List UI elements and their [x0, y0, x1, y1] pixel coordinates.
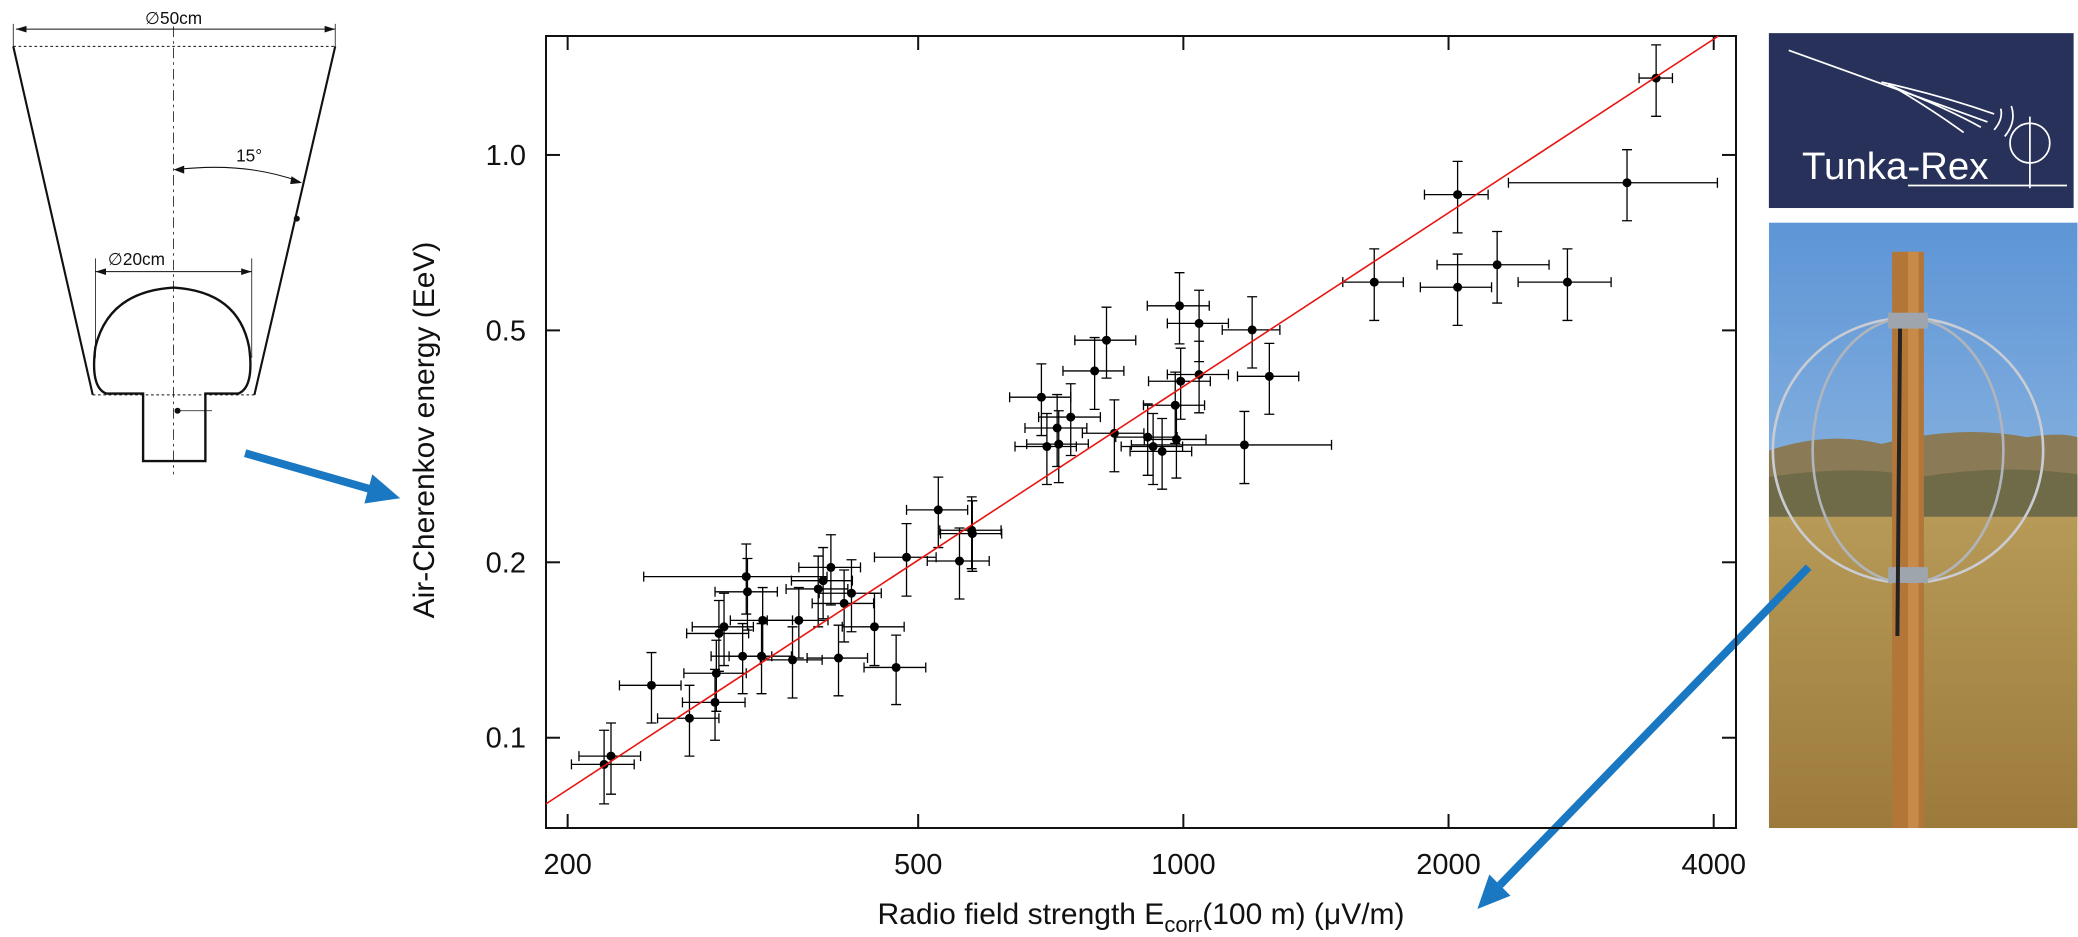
data-point: [684, 713, 694, 723]
data-point: [1066, 412, 1076, 422]
data-point: [1194, 318, 1204, 328]
data-point: [1042, 442, 1052, 452]
x-tick-label: 200: [543, 849, 591, 881]
data-point: [1247, 325, 1257, 335]
y-tick-label: 0.2: [486, 547, 526, 579]
x-axis-label-sub: corr: [1164, 912, 1202, 937]
data-point: [1171, 434, 1181, 444]
x-tick-label: 2000: [1416, 849, 1481, 881]
data-point: [1453, 282, 1463, 292]
x-axis-label: Radio field strength Ecorr(100 m) (μV/m): [877, 898, 1404, 937]
data-point: [1453, 190, 1463, 200]
diagram-label: ∅50cm: [145, 8, 202, 28]
data-point: [1102, 335, 1112, 345]
data-point: [891, 662, 901, 672]
data-point: [1090, 366, 1100, 376]
y-axis-label: Air-Cherenkov energy (EeV): [408, 242, 441, 619]
decorations: ∅50cm 15° ∅20cm Tunka-Rex: [12, 8, 2078, 909]
plot-frame: [545, 35, 1737, 829]
data-point: [741, 572, 751, 582]
y-tick-label: 0.5: [486, 315, 526, 347]
x-error-bar: [1130, 439, 1333, 450]
data-point: [1176, 376, 1186, 386]
data-point: [794, 615, 804, 625]
data-point: [758, 615, 768, 625]
y-tick-label: 0.1: [486, 723, 526, 755]
data-point: [1170, 400, 1180, 410]
data-point: [742, 587, 752, 597]
data-point: [1492, 260, 1502, 270]
y-tick-label: 1.0: [486, 140, 526, 172]
data-point: [839, 598, 849, 608]
fit-line: [545, 35, 1719, 805]
logo-text: Tunka-Rex: [1802, 145, 1988, 188]
diagram-label: ∅20cm: [108, 249, 165, 269]
x-tick-label: 4000: [1681, 849, 1746, 881]
data-point: [714, 628, 724, 638]
diagram-label: 15°: [236, 146, 262, 166]
arrow: [1477, 564, 1812, 909]
data-point: [954, 556, 964, 566]
x-tick-label: 500: [894, 849, 942, 881]
arrow: [244, 449, 401, 504]
data-point: [719, 622, 729, 632]
data-point: [1239, 440, 1249, 450]
data-point: [902, 552, 912, 562]
data-point: [1369, 277, 1379, 287]
data-point: [826, 562, 836, 572]
plot: 200 500 1000 2000 4000 0.1 0.2 0.5 1.0: [486, 35, 1746, 881]
data-point: [846, 588, 856, 598]
data-point: [1622, 178, 1632, 188]
data-point: [1175, 301, 1185, 311]
data-point: [1562, 277, 1572, 287]
data-point: [646, 680, 656, 690]
data-point: [967, 529, 977, 539]
data-point: [869, 622, 879, 632]
data-point: [1157, 446, 1167, 456]
data-point: [1036, 392, 1046, 402]
data-point: [933, 505, 943, 515]
data-point: [1052, 423, 1062, 433]
data-point: [710, 697, 720, 707]
x-tick-label: 1000: [1151, 849, 1216, 881]
data-point: [1148, 442, 1158, 452]
data-point: [834, 653, 844, 663]
logo: Tunka-Rex: [1768, 33, 2074, 209]
x-axis-label-part: (100 m) (μV/m): [1202, 898, 1404, 931]
antenna-photo: [1768, 222, 2078, 829]
data-point: [818, 576, 828, 586]
data-point: [813, 584, 823, 594]
data-point: [1054, 439, 1064, 449]
data-point: [606, 751, 616, 761]
x-error-bar: [1507, 177, 1719, 188]
data-point: [788, 655, 798, 665]
antenna-diagram: [12, 23, 337, 475]
data-point: [1264, 371, 1274, 381]
x-axis-label-part: Radio field strength E: [877, 898, 1164, 931]
